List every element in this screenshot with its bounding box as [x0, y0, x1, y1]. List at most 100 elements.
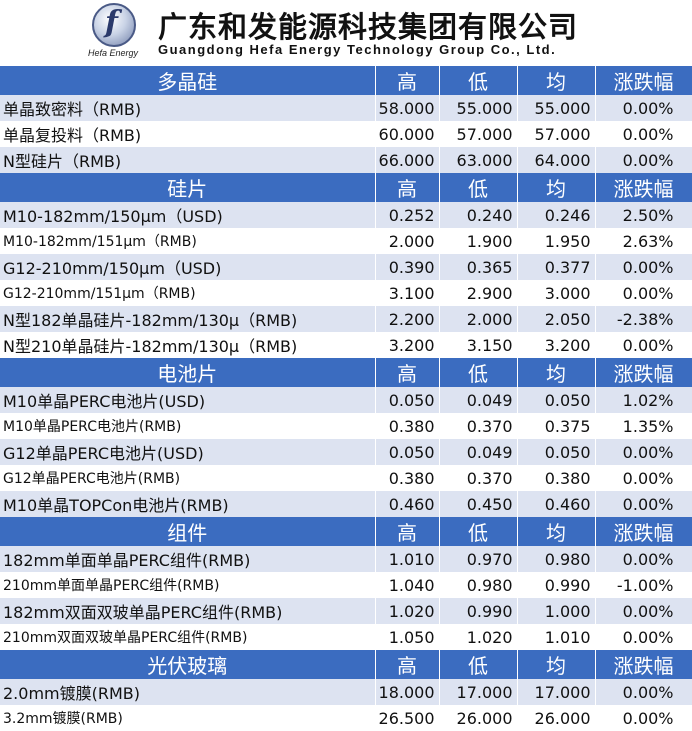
- company-logo: f Hefa Energy: [88, 3, 146, 61]
- product-name: 单晶复投料（RMB): [0, 121, 376, 147]
- price-avg: 55.000: [517, 95, 596, 121]
- table-row: 2.0mm镀膜(RMB) 18.000 17.000 17.000 0.00%: [0, 679, 692, 705]
- price-high: 18.000: [375, 679, 440, 705]
- table-row: 210mm双面双玻单晶PERC组件(RMB) 1.050 1.020 1.010 0.0…: [0, 624, 692, 650]
- section-name: 组件: [0, 517, 376, 546]
- column-avg-header: 均: [517, 517, 596, 546]
- column-high-header: 高: [375, 650, 440, 679]
- column-change-header: 涨跌幅: [595, 173, 692, 202]
- price-table: 多晶硅高低均涨跌幅 单晶致密料（RMB) 58.000 55.000 55.000 0.0…: [0, 66, 692, 731]
- price-low: 0.980: [439, 572, 518, 598]
- price-high: 1.040: [375, 572, 440, 598]
- product-name: G12-210mm/151μm（RMB): [0, 280, 376, 306]
- price-low: 0.240: [439, 202, 518, 228]
- price-avg: 0.246: [517, 202, 596, 228]
- product-name: M10-182mm/151μm（RMB): [0, 228, 376, 254]
- price-low: 0.970: [439, 546, 518, 572]
- column-change-header: 涨跌幅: [595, 358, 692, 387]
- column-high-header: 高: [375, 173, 440, 202]
- price-low: 0.370: [439, 413, 518, 439]
- table-row: G12-210mm/151μm（RMB) 3.100 2.900 3.000 0.00%: [0, 280, 692, 306]
- column-change-header: 涨跌幅: [595, 517, 692, 546]
- product-name: G12单晶PERC电池片(RMB): [0, 465, 376, 491]
- section-header-row: 光伏玻璃高低均涨跌幅: [0, 650, 692, 679]
- table-row: M10-182mm/151μm（RMB) 2.000 1.900 1.950 2.63%: [0, 228, 692, 254]
- price-change: 0.00%: [595, 491, 692, 517]
- price-avg: 1.950: [517, 228, 596, 254]
- product-name: G12单晶PERC电池片(USD): [0, 439, 376, 465]
- table-row: G12-210mm/150μm（USD) 0.390 0.365 0.377 0.00%: [0, 254, 692, 280]
- product-name: M10单晶TOPCon电池片(RMB): [0, 491, 376, 517]
- column-high-header: 高: [375, 358, 440, 387]
- price-avg: 2.050: [517, 306, 596, 332]
- column-avg-header: 均: [517, 358, 596, 387]
- product-name: 210mm单面单晶PERC组件(RMB): [0, 572, 376, 598]
- price-avg: 0.377: [517, 254, 596, 280]
- logo-f-icon: f: [105, 5, 118, 40]
- price-change: 2.63%: [595, 228, 692, 254]
- product-name: M10单晶PERC电池片(RMB): [0, 413, 376, 439]
- price-avg: 0.990: [517, 572, 596, 598]
- price-low: 57.000: [439, 121, 518, 147]
- section-name: 光伏玻璃: [0, 650, 376, 679]
- price-change: 0.00%: [595, 121, 692, 147]
- price-change: 0.00%: [595, 679, 692, 705]
- table-row: N型182单晶硅片-182mm/130μ（RMB) 2.200 2.000 2.050…: [0, 306, 692, 332]
- price-high: 60.000: [375, 121, 440, 147]
- column-change-header: 涨跌幅: [595, 650, 692, 679]
- table-row: G12单晶PERC电池片(USD) 0.050 0.049 0.050 0.00%: [0, 439, 692, 465]
- price-avg: 0.375: [517, 413, 596, 439]
- price-high: 0.380: [375, 465, 440, 491]
- table-row: 182mm单面单晶PERC组件(RMB) 1.010 0.970 0.980 0.00%: [0, 546, 692, 572]
- price-change: 2.50%: [595, 202, 692, 228]
- column-high-header: 高: [375, 66, 440, 95]
- column-avg-header: 均: [517, 650, 596, 679]
- table-row: N型硅片（RMB) 66.000 63.000 64.000 0.00%: [0, 147, 692, 173]
- product-name: M10单晶PERC电池片(USD): [0, 387, 376, 413]
- table-row: M10-182mm/150μm（USD) 0.252 0.240 0.246 2.50%: [0, 202, 692, 228]
- price-change: 1.02%: [595, 387, 692, 413]
- table-row: 3.2mm镀膜(RMB) 26.500 26.000 26.000 0.00%: [0, 705, 692, 731]
- section-header-row: 多晶硅高低均涨跌幅: [0, 66, 692, 95]
- price-avg: 1.010: [517, 624, 596, 650]
- section-header-row: 组件高低均涨跌幅: [0, 517, 692, 546]
- price-change: -2.38%: [595, 306, 692, 332]
- price-low: 1.020: [439, 624, 518, 650]
- column-low-header: 低: [439, 66, 518, 95]
- price-high: 2.000: [375, 228, 440, 254]
- price-avg: 0.980: [517, 546, 596, 572]
- product-name: 单晶致密料（RMB): [0, 95, 376, 121]
- price-avg: 57.000: [517, 121, 596, 147]
- table-row: M10单晶PERC电池片(USD) 0.050 0.049 0.050 1.02%: [0, 387, 692, 413]
- price-change: 1.35%: [595, 413, 692, 439]
- price-high: 0.460: [375, 491, 440, 517]
- price-high: 1.020: [375, 598, 440, 624]
- price-low: 17.000: [439, 679, 518, 705]
- header: f Hefa Energy 广东和发能源科技集团有限公司 Guangdong H…: [0, 0, 692, 66]
- section-name: 多晶硅: [0, 66, 376, 95]
- price-high: 58.000: [375, 95, 440, 121]
- price-high: 1.010: [375, 546, 440, 572]
- price-avg: 0.380: [517, 465, 596, 491]
- product-name: N型硅片（RMB): [0, 147, 376, 173]
- price-high: 0.390: [375, 254, 440, 280]
- price-low: 1.900: [439, 228, 518, 254]
- table-row: M10单晶PERC电池片(RMB) 0.380 0.370 0.375 1.35%: [0, 413, 692, 439]
- product-name: N型182单晶硅片-182mm/130μ（RMB): [0, 306, 376, 332]
- product-name: 3.2mm镀膜(RMB): [0, 705, 376, 731]
- price-low: 0.049: [439, 439, 518, 465]
- product-name: 2.0mm镀膜(RMB): [0, 679, 376, 705]
- price-avg: 0.050: [517, 439, 596, 465]
- product-name: N型210单晶硅片-182mm/130μ（RMB): [0, 332, 376, 358]
- price-high: 66.000: [375, 147, 440, 173]
- product-name: G12-210mm/150μm（USD): [0, 254, 376, 280]
- company-name-en: Guangdong Hefa Energy Technology Group C…: [158, 42, 557, 57]
- price-avg: 64.000: [517, 147, 596, 173]
- price-change: 0.00%: [595, 624, 692, 650]
- price-high: 0.380: [375, 413, 440, 439]
- price-change: 0.00%: [595, 598, 692, 624]
- column-avg-header: 均: [517, 66, 596, 95]
- product-name: 210mm双面双玻单晶PERC组件(RMB): [0, 624, 376, 650]
- price-avg: 3.000: [517, 280, 596, 306]
- column-low-header: 低: [439, 650, 518, 679]
